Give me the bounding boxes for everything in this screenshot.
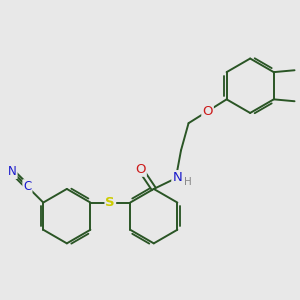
Text: S: S [106, 196, 115, 209]
Text: N: N [172, 171, 182, 184]
Text: O: O [202, 105, 213, 118]
Text: N: N [8, 165, 17, 178]
Text: O: O [135, 163, 146, 176]
Text: C: C [23, 180, 32, 193]
Text: H: H [184, 177, 192, 187]
